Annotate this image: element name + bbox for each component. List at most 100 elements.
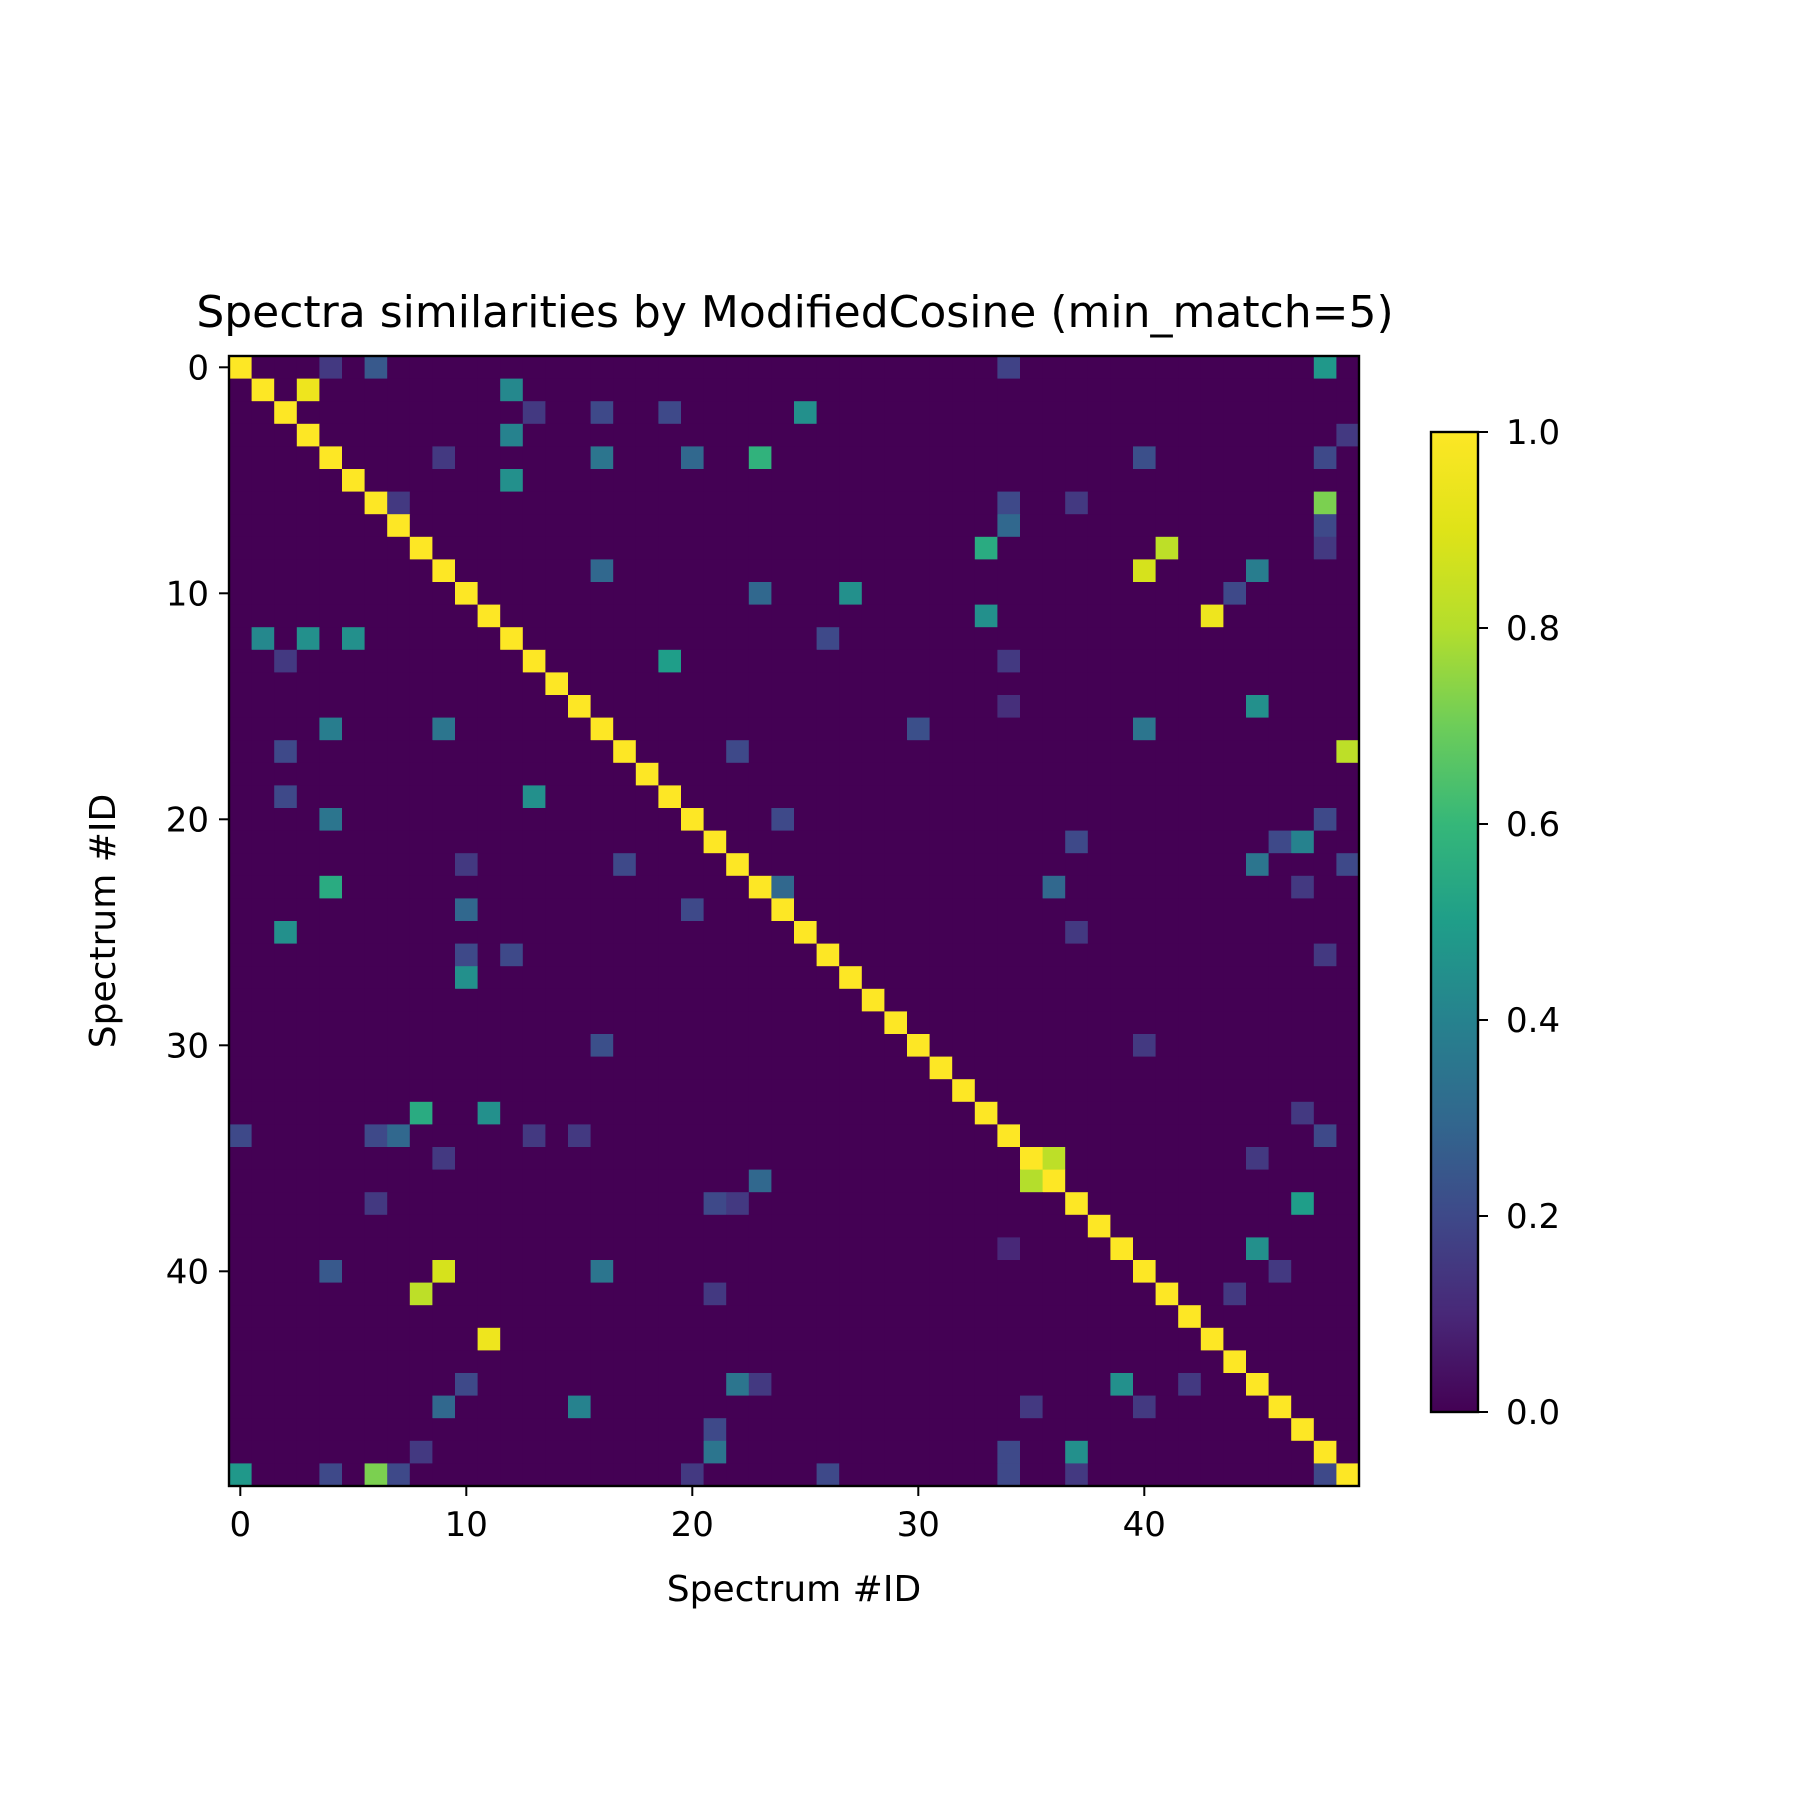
heatmap-cell-47-2 — [274, 1418, 298, 1442]
heatmap-cell-24-10 — [455, 898, 478, 922]
heatmap-cell-11-28 — [861, 604, 885, 628]
heatmap-cell-40-3 — [296, 1260, 320, 1283]
heatmap-cell-32-18 — [635, 1079, 659, 1103]
heatmap-cell-32-32 — [952, 1079, 976, 1103]
heatmap-cell-26-44 — [1223, 943, 1247, 967]
heatmap-cell-39-41 — [1155, 1237, 1179, 1261]
heatmap-cell-16-12 — [500, 717, 524, 741]
heatmap-cell-23-21 — [703, 875, 727, 899]
heatmap-cell-17-22 — [726, 740, 750, 764]
heatmap-cell-12-5 — [342, 627, 365, 651]
heatmap-cell-16-4 — [319, 717, 343, 741]
heatmap-cell-36-12 — [500, 1169, 524, 1193]
heatmap-cell-45-2 — [274, 1373, 298, 1396]
heatmap-cell-0-24 — [771, 356, 795, 379]
heatmap-cell-2-11 — [477, 401, 501, 425]
heatmap-cell-18-46 — [1268, 762, 1292, 786]
heatmap-cell-37-30 — [907, 1192, 930, 1216]
heatmap-cell-44-1 — [251, 1350, 275, 1374]
heatmap-cell-8-5 — [342, 536, 365, 560]
heatmap-cell-25-41 — [1155, 921, 1179, 944]
heatmap-cell-40-16 — [590, 1260, 614, 1283]
heatmap-cell-35-4 — [319, 1147, 343, 1170]
heatmap-cell-7-33 — [974, 514, 998, 538]
heatmap-cell-29-11 — [477, 1011, 501, 1035]
heatmap-cell-48-21 — [703, 1440, 727, 1464]
heatmap-cell-20-18 — [635, 808, 659, 831]
heatmap-cell-3-32 — [952, 423, 976, 447]
heatmap-cell-45-6 — [364, 1373, 388, 1396]
heatmap-cell-9-29 — [884, 559, 908, 583]
heatmap-cell-35-15 — [568, 1147, 591, 1170]
heatmap-cell-14-24 — [771, 672, 795, 696]
heatmap-cell-10-6 — [364, 582, 388, 605]
heatmap-cell-1-41 — [1155, 378, 1179, 402]
heatmap-cell-32-33 — [974, 1079, 998, 1103]
heatmap-cell-14-49 — [1336, 672, 1360, 696]
heatmap-cell-6-23 — [748, 491, 772, 515]
heatmap-cell-40-41 — [1155, 1260, 1179, 1283]
heatmap-cell-42-36 — [1042, 1305, 1066, 1329]
heatmap-cell-28-5 — [342, 988, 365, 1012]
heatmap-cell-13-19 — [658, 649, 682, 673]
heatmap-cell-2-35 — [1020, 401, 1043, 425]
heatmap-cell-43-1 — [251, 1327, 275, 1351]
heatmap-cell-45-8 — [409, 1373, 433, 1396]
heatmap-cell-27-40 — [1133, 966, 1156, 990]
heatmap-cell-37-28 — [861, 1192, 885, 1216]
heatmap-cell-39-8 — [409, 1237, 433, 1261]
heatmap-cell-11-25 — [794, 604, 817, 628]
heatmap-cell-10-47 — [1291, 582, 1315, 605]
heatmap-cell-27-48 — [1313, 966, 1337, 990]
heatmap-cell-7-28 — [861, 514, 885, 538]
heatmap-cell-15-25 — [794, 695, 817, 718]
heatmap-cell-10-5 — [342, 582, 365, 605]
heatmap-cell-28-45 — [1246, 988, 1269, 1012]
heatmap-cell-39-47 — [1291, 1237, 1315, 1261]
heatmap-cell-40-28 — [861, 1260, 885, 1283]
heatmap-cell-49-9 — [432, 1463, 456, 1487]
heatmap-cell-10-27 — [839, 582, 863, 605]
heatmap-cell-36-35 — [1020, 1169, 1043, 1193]
heatmap-cell-11-18 — [635, 604, 659, 628]
heatmap-cell-3-37 — [1065, 423, 1089, 447]
heatmap-cell-5-17 — [613, 469, 637, 492]
heatmap-cell-47-37 — [1065, 1418, 1089, 1442]
heatmap-cell-2-9 — [432, 401, 456, 425]
heatmap-cell-1-15 — [568, 378, 591, 402]
heatmap-cell-8-19 — [658, 536, 682, 560]
heatmap-cell-32-41 — [1155, 1079, 1179, 1103]
heatmap-cell-49-8 — [409, 1463, 433, 1487]
heatmap-cell-27-15 — [568, 966, 591, 990]
heatmap-cell-25-14 — [545, 921, 569, 944]
heatmap-cell-25-40 — [1133, 921, 1156, 944]
heatmap-cell-39-37 — [1065, 1237, 1089, 1261]
heatmap-cell-42-43 — [1200, 1305, 1224, 1329]
heatmap-cell-7-40 — [1133, 514, 1156, 538]
heatmap-cell-29-40 — [1133, 1011, 1156, 1035]
heatmap-cell-35-19 — [658, 1147, 682, 1170]
heatmap-cell-0-44 — [1223, 356, 1247, 379]
heatmap-cell-20-7 — [387, 808, 411, 831]
heatmap-cell-22-24 — [771, 853, 795, 877]
heatmap-cell-30-17 — [613, 1034, 637, 1057]
heatmap-cell-5-4 — [319, 469, 343, 492]
heatmap-cell-30-0 — [229, 1034, 252, 1057]
heatmap-cell-38-42 — [1178, 1214, 1202, 1238]
heatmap-cell-1-30 — [907, 378, 930, 402]
heatmap-cell-6-3 — [296, 491, 320, 515]
heatmap-cell-14-31 — [929, 672, 953, 696]
heatmap-cell-7-38 — [1087, 514, 1111, 538]
heatmap-cell-4-33 — [974, 446, 998, 470]
heatmap-cell-7-25 — [794, 514, 817, 538]
heatmap-cell-23-19 — [658, 875, 682, 899]
heatmap-cell-16-31 — [929, 717, 953, 741]
heatmap-cell-22-23 — [748, 853, 772, 877]
heatmap-cell-48-28 — [861, 1440, 885, 1464]
heatmap-cell-42-5 — [342, 1305, 365, 1329]
heatmap-cell-43-11 — [477, 1327, 501, 1351]
heatmap-cell-10-29 — [884, 582, 908, 605]
heatmap-cell-34-34 — [997, 1124, 1021, 1148]
heatmap-cell-9-21 — [703, 559, 727, 583]
